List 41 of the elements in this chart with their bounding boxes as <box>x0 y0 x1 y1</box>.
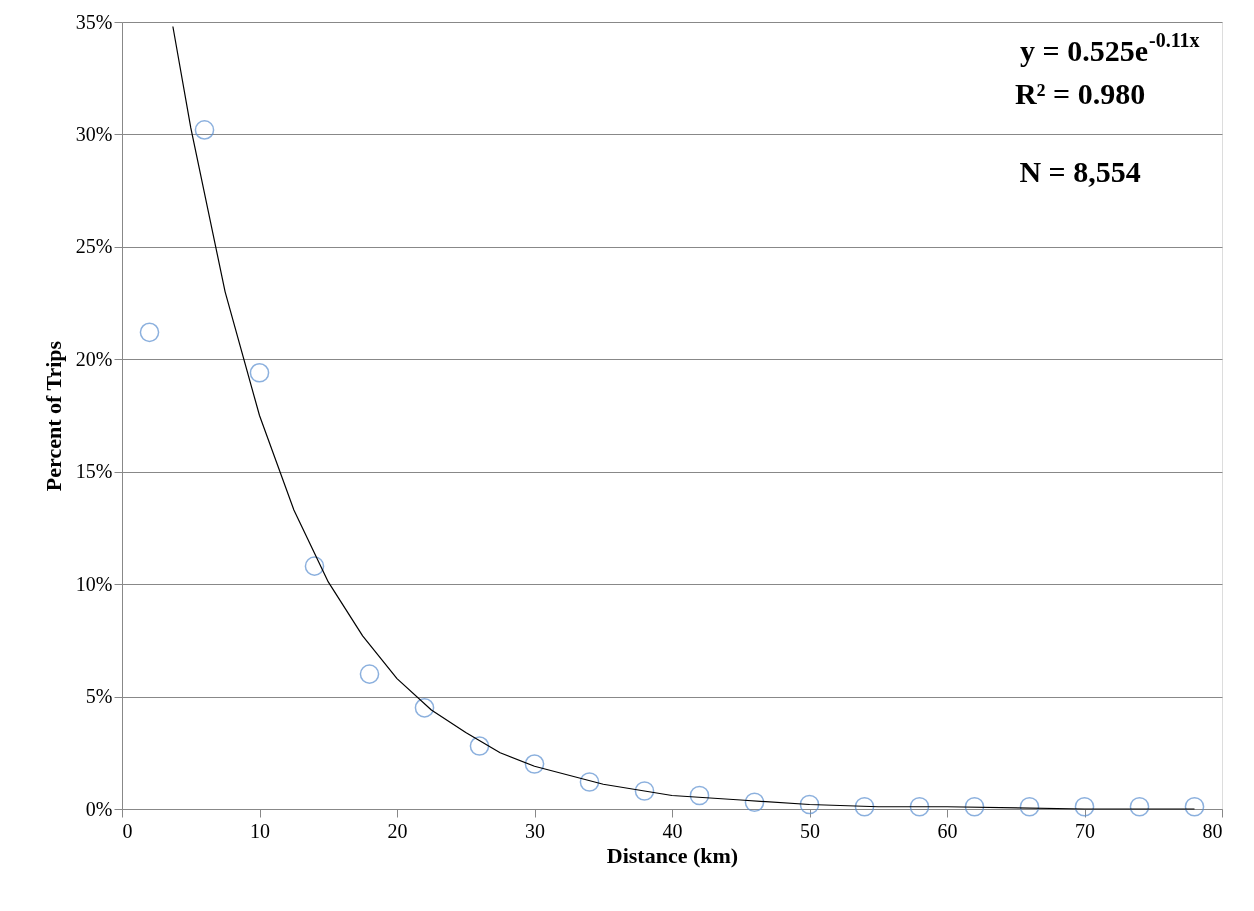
y-tick-label: 15% <box>75 460 113 483</box>
x-tick-label: 60 <box>937 819 958 842</box>
x-tick-label: 80 <box>1202 819 1223 842</box>
point <box>414 698 435 718</box>
point <box>194 120 215 140</box>
y-tick-label: 25% <box>75 235 113 258</box>
point <box>1129 796 1150 817</box>
x-tick-label: 20 <box>387 819 408 842</box>
point <box>469 736 490 756</box>
point <box>579 772 600 792</box>
point <box>744 792 765 813</box>
y-tick-label: 5% <box>85 685 113 708</box>
point <box>1074 796 1095 817</box>
y-tick-label: 30% <box>75 122 113 145</box>
annotation: R² = 0.980 <box>1014 77 1146 110</box>
x-tick-label: 70 <box>1075 819 1095 842</box>
point <box>304 556 325 576</box>
x-tick-label: 30 <box>525 819 545 842</box>
point <box>964 796 985 817</box>
y-tick-label: 10% <box>75 572 113 595</box>
point <box>634 781 655 801</box>
annotation: N = 8,554 <box>1019 155 1141 188</box>
x-axis-title: Distance (km) <box>606 842 739 868</box>
point <box>799 794 820 815</box>
point <box>909 796 930 817</box>
point <box>139 322 160 343</box>
point <box>854 796 875 817</box>
x-tick-label: 50 <box>800 819 820 842</box>
x-tick-label: 40 <box>662 819 683 842</box>
y-tick-label: 0% <box>85 797 113 820</box>
y-axis-title: Percent of Trips <box>40 340 66 492</box>
point <box>1184 796 1205 817</box>
y-tick-label: 35% <box>75 10 113 33</box>
x-tick-label: 10 <box>250 819 270 842</box>
point <box>1019 796 1040 817</box>
point <box>359 664 380 684</box>
y-tick-label: 20% <box>75 347 113 370</box>
point <box>249 362 270 383</box>
x-tick-label: 0 <box>122 819 133 842</box>
point <box>524 754 545 774</box>
point <box>689 785 710 806</box>
